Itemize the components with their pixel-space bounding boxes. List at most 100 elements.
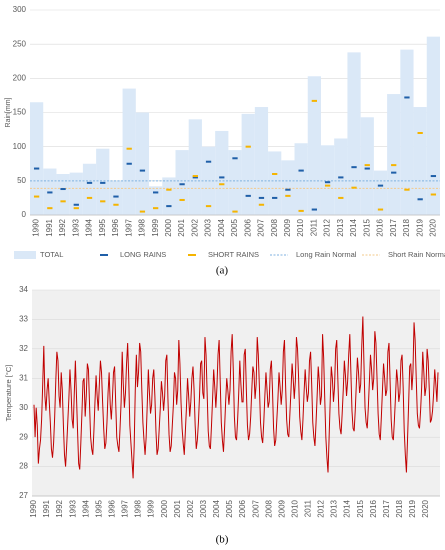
x-tick-label: 1998 bbox=[134, 499, 143, 517]
caption: (a) bbox=[216, 265, 229, 277]
x-tick-label: 2011 bbox=[309, 218, 318, 236]
x-tick-label: 2000 bbox=[160, 499, 169, 517]
x-tick-label: 1992 bbox=[58, 218, 67, 236]
x-tick-label: 2016 bbox=[369, 499, 378, 517]
x-tick-label: 2001 bbox=[177, 218, 186, 236]
x-tick-label: 2012 bbox=[323, 218, 332, 236]
x-tick-label: 1996 bbox=[111, 218, 120, 236]
legend-swatch bbox=[14, 251, 36, 259]
temperature-line bbox=[33, 316, 439, 479]
x-tick-label: 2014 bbox=[343, 499, 352, 517]
y-tick-label: 50 bbox=[17, 176, 26, 185]
x-tick-label: 1990 bbox=[32, 218, 41, 236]
bar bbox=[241, 113, 255, 215]
y-tick-label: 32 bbox=[19, 344, 28, 353]
bar bbox=[373, 170, 388, 215]
x-tick-label: 2000 bbox=[164, 218, 173, 236]
x-tick-label: 1996 bbox=[108, 499, 117, 517]
bar bbox=[96, 148, 110, 215]
bar bbox=[347, 52, 361, 215]
bar bbox=[162, 177, 176, 215]
y-axis-label: Temperature [°C] bbox=[4, 365, 13, 422]
bar bbox=[360, 117, 374, 215]
bar bbox=[188, 119, 202, 215]
x-tick-label: 2019 bbox=[415, 218, 424, 236]
y-tick-label: 34 bbox=[19, 285, 28, 294]
bar bbox=[320, 145, 335, 215]
x-tick-label: 1990 bbox=[29, 499, 38, 517]
x-tick-label: 1992 bbox=[55, 499, 64, 517]
x-tick-label: 2004 bbox=[212, 499, 221, 517]
y-tick-label: 28 bbox=[19, 462, 28, 471]
x-tick-label: 2005 bbox=[230, 218, 239, 236]
bar bbox=[56, 174, 70, 215]
y-tick-label: 150 bbox=[13, 108, 27, 117]
caption: (b) bbox=[216, 534, 229, 546]
y-tick-label: 200 bbox=[13, 73, 27, 82]
y-tick-label: 0 bbox=[22, 210, 27, 219]
x-tick-label: 2018 bbox=[395, 499, 404, 517]
x-tick-label: 1999 bbox=[147, 499, 156, 517]
bar bbox=[149, 186, 163, 215]
bar bbox=[175, 150, 189, 215]
y-tick-label: 250 bbox=[13, 39, 27, 48]
legend-label: Short Rain Normal bbox=[388, 250, 445, 259]
x-tick-label: 2016 bbox=[376, 218, 385, 236]
legend-label: LONG RAINS bbox=[120, 250, 166, 259]
x-tick-label: 2010 bbox=[296, 218, 305, 236]
x-tick-label: 2001 bbox=[173, 499, 182, 517]
legend-label: Long Rain Normal bbox=[296, 250, 357, 259]
x-tick-label: 2007 bbox=[251, 499, 260, 517]
bar bbox=[294, 143, 308, 215]
x-tick-label: 2004 bbox=[217, 218, 226, 236]
x-tick-label: 2008 bbox=[270, 218, 279, 236]
x-tick-label: 2006 bbox=[243, 218, 252, 236]
x-tick-label: 2009 bbox=[277, 499, 286, 517]
x-tick-label: 2013 bbox=[330, 499, 339, 517]
bar bbox=[135, 112, 150, 215]
x-tick-label: 2015 bbox=[362, 218, 371, 236]
y-tick-label: 100 bbox=[13, 142, 27, 151]
legend-label: TOTAL bbox=[40, 250, 63, 259]
y-tick-label: 300 bbox=[13, 5, 27, 14]
bar bbox=[387, 94, 401, 215]
x-tick-label: 2010 bbox=[290, 499, 299, 517]
bar bbox=[69, 172, 83, 215]
y-tick-label: 29 bbox=[19, 432, 28, 441]
x-tick-label: 2011 bbox=[304, 499, 313, 517]
y-tick-label: 30 bbox=[19, 403, 28, 412]
x-tick-label: 1997 bbox=[124, 218, 133, 236]
bar bbox=[228, 150, 242, 215]
x-tick-label: 2017 bbox=[382, 499, 391, 517]
x-tick-label: 2006 bbox=[238, 499, 247, 517]
bar bbox=[215, 130, 229, 215]
x-tick-label: 2020 bbox=[421, 499, 430, 517]
x-tick-label: 2015 bbox=[356, 499, 365, 517]
x-tick-label: 2002 bbox=[190, 218, 199, 236]
y-tick-label: 31 bbox=[19, 373, 28, 382]
x-tick-label: 2002 bbox=[186, 499, 195, 517]
x-tick-label: 2019 bbox=[408, 499, 417, 517]
bar bbox=[268, 151, 282, 215]
bar bbox=[426, 36, 440, 216]
x-tick-label: 2008 bbox=[264, 499, 273, 517]
plot-background bbox=[32, 290, 440, 496]
x-tick-label: 2003 bbox=[204, 218, 213, 236]
bar bbox=[307, 76, 321, 216]
x-tick-label: 1999 bbox=[151, 218, 160, 236]
bar bbox=[281, 160, 295, 215]
x-tick-label: 1994 bbox=[81, 499, 90, 517]
x-tick-label: 1994 bbox=[85, 218, 94, 236]
x-tick-label: 2005 bbox=[225, 499, 234, 517]
y-tick-label: 27 bbox=[19, 491, 28, 500]
x-tick-label: 2018 bbox=[402, 218, 411, 236]
x-tick-label: 2007 bbox=[257, 218, 266, 236]
y-tick-label: 33 bbox=[19, 315, 28, 324]
x-tick-label: 1991 bbox=[42, 499, 51, 517]
x-tick-label: 1995 bbox=[94, 499, 103, 517]
bar bbox=[122, 88, 136, 215]
x-tick-label: 2014 bbox=[349, 218, 358, 236]
x-tick-label: 1995 bbox=[98, 218, 107, 236]
x-tick-label: 1991 bbox=[45, 218, 54, 236]
